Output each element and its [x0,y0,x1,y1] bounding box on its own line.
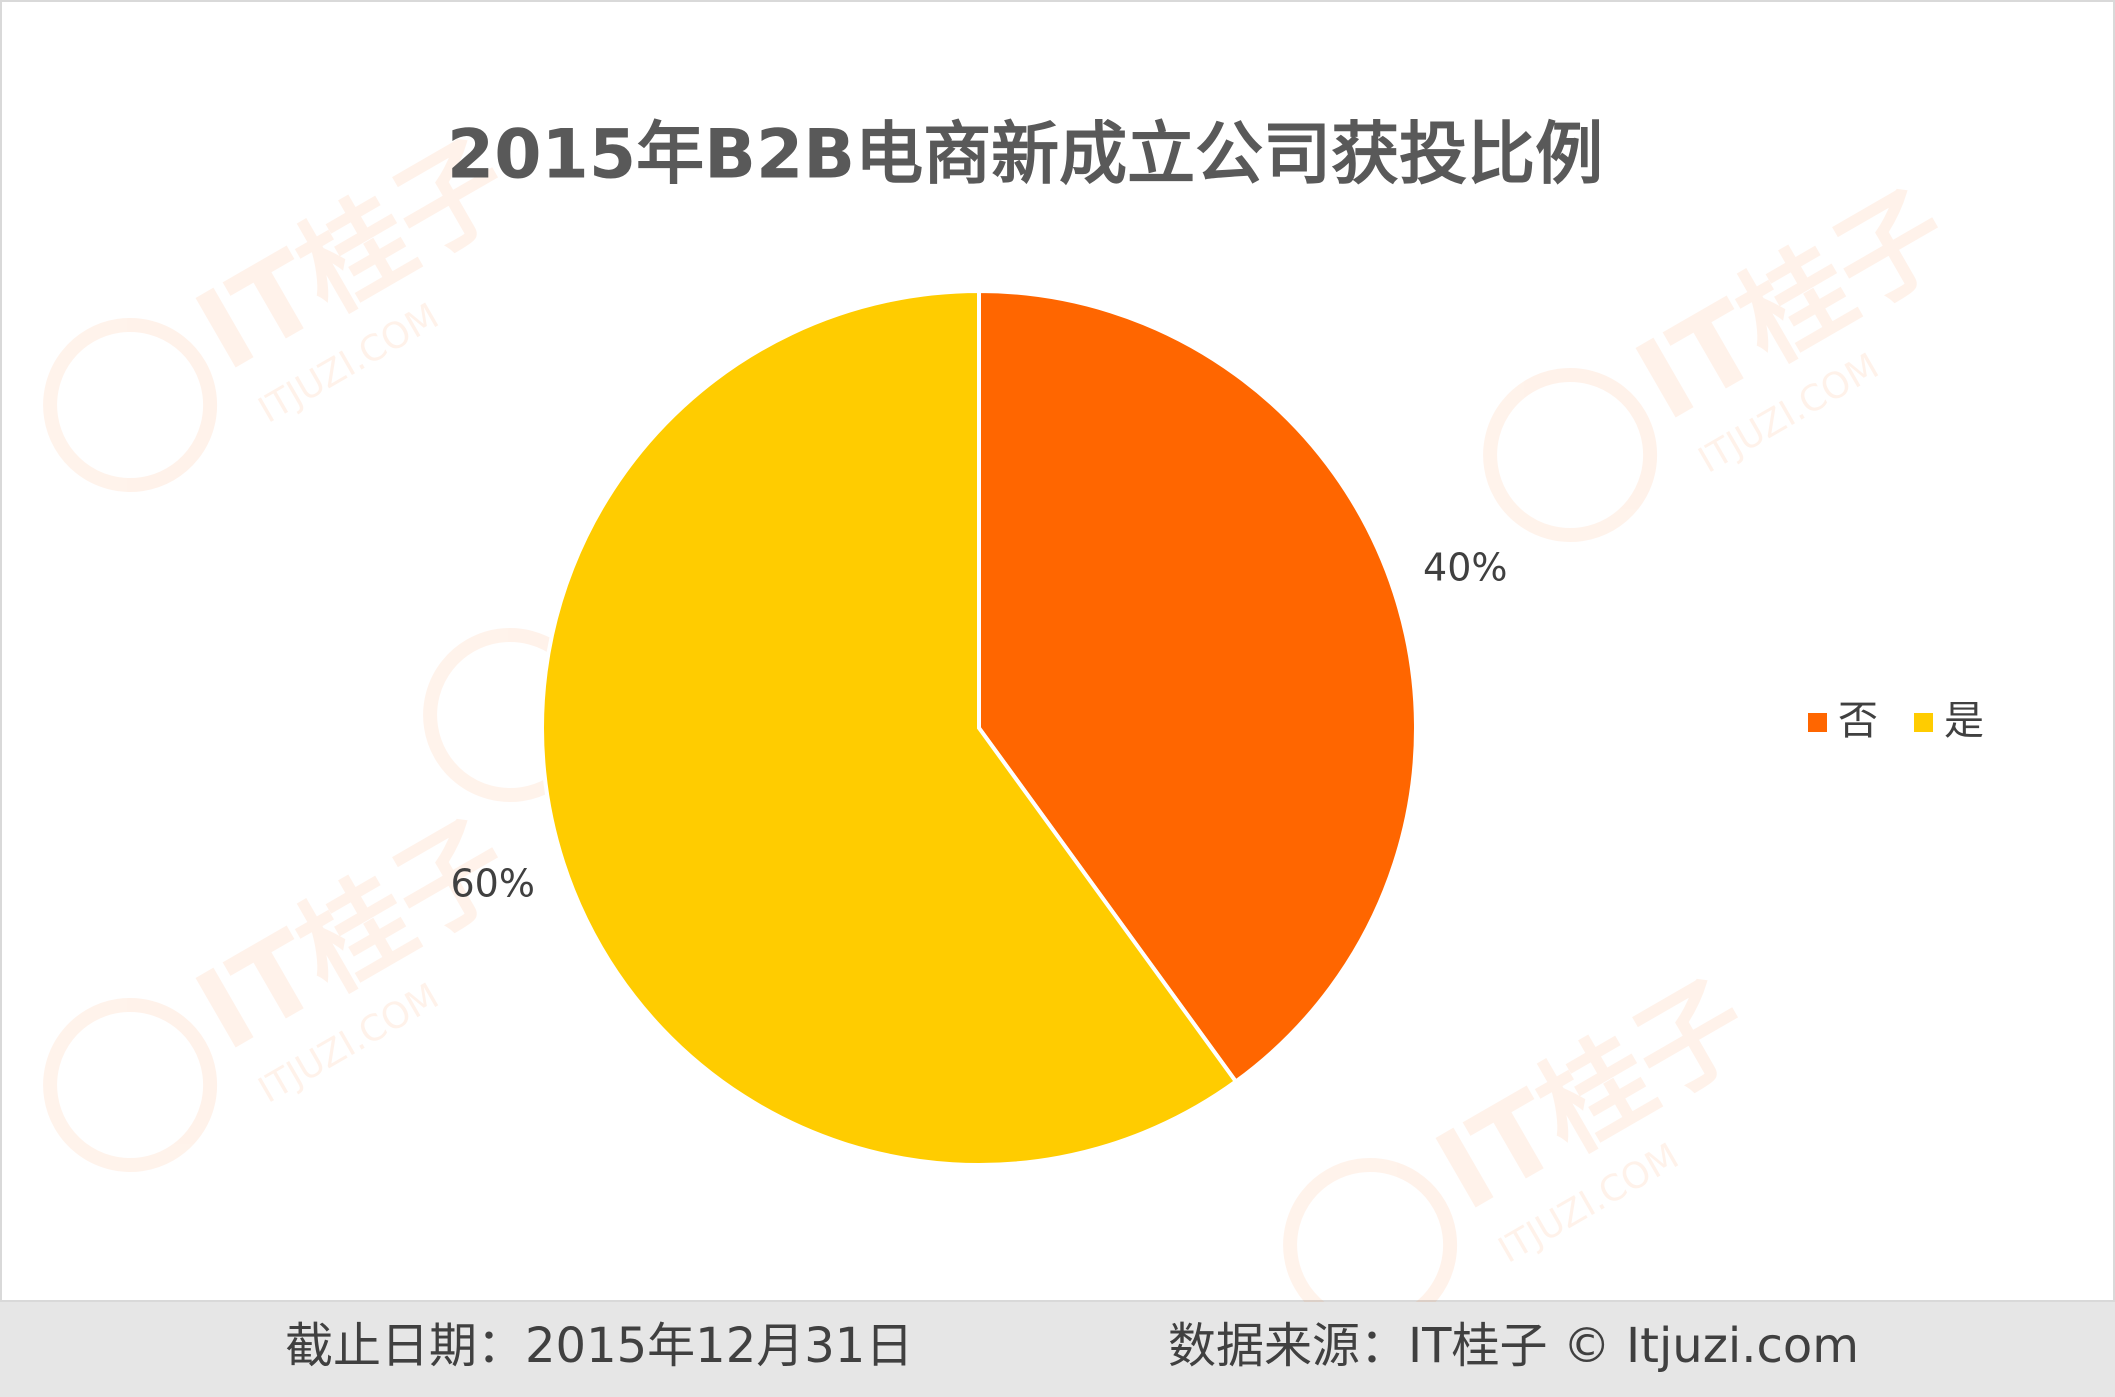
watermark-logo [43,998,218,1172]
watermark-logo [43,318,218,492]
footer-source: 数据来源：IT桂子 © Itjuzi.com [1168,1318,1859,1374]
footer-band [0,1302,2115,1397]
legend-swatch [1808,713,1827,732]
chart-title: 2015年B2B电商新成立公司获投比例 [447,116,1603,195]
watermark-logo [1483,368,1658,542]
legend-label: 是 [1944,698,1984,744]
pie-slice [977,288,1418,1085]
data-label: 40% [1423,546,1507,590]
footer-date: 截止日期：2015年12月31日 [285,1318,913,1374]
legend-label: 否 [1838,698,1878,744]
legend-swatch [1914,713,1933,732]
data-label: 60% [450,861,534,905]
pie: 40% 60% [450,288,1508,1167]
pie-slice [540,288,1239,1167]
